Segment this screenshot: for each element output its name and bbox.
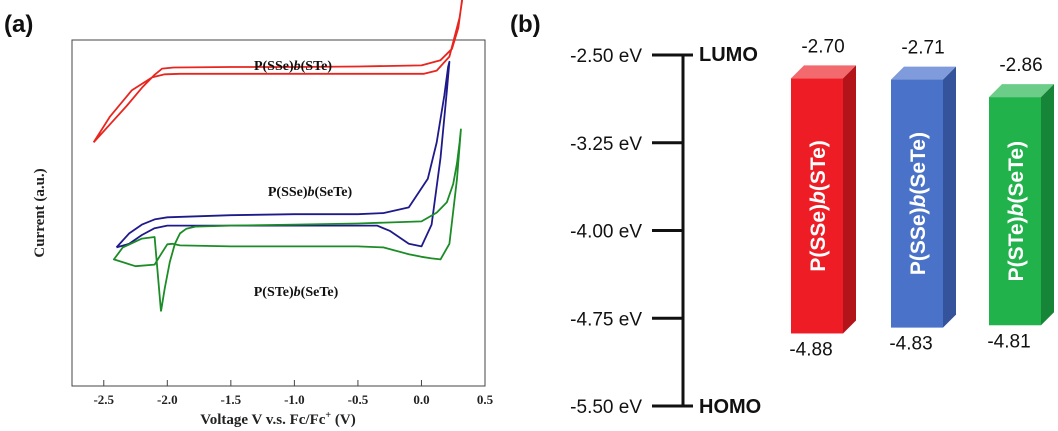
energy-bar-name: P(STe)b(SeTe) — [1005, 141, 1028, 281]
homo-value: -4.81 — [987, 331, 1030, 352]
energy-bar: P(STe)b(SeTe) -2.86 -4.81 — [987, 55, 1054, 352]
cv-curve — [115, 60, 451, 249]
energy-bar-top — [891, 66, 956, 80]
cv-plot-frame — [71, 39, 486, 387]
cv-series-label: P(STe)b(SeTe) — [254, 285, 339, 300]
energy-bar-side — [843, 65, 856, 334]
lumo-value: -2.86 — [999, 55, 1042, 76]
energy-tick-label: -4.00 eV — [570, 222, 642, 243]
energy-bar-front — [989, 97, 1041, 326]
energy-bar-name: P(SSe)b(STe) — [807, 140, 830, 271]
cv-curve — [113, 128, 462, 312]
energy-axis: -2.50 eV -3.25 eV -4.00 eV -4.75 eV -5.50 eV — [570, 46, 693, 418]
cv-y-axis-title: Current (a.u.) — [32, 168, 48, 257]
cv-x-axis-title: Voltage V v.s. Fc/Fc+ (V) — [200, 410, 355, 428]
cv-x-axis-title-unit: (V) — [331, 412, 356, 428]
energy-bar-top — [791, 65, 856, 79]
energy-bar: P(SSe)b(SeTe) -2.71 -4.83 — [889, 38, 956, 355]
homo-label: HOMO — [699, 396, 761, 418]
homo-value: -4.83 — [889, 334, 932, 355]
energy-tick-label: -5.50 eV — [570, 397, 642, 418]
cv-x-axis-title-sup: + — [325, 410, 331, 421]
energy-bars: P(SSe)b(STe) -2.70 -4.88 P(SSe)b(SeTe) -2.71… — [789, 36, 1054, 360]
lumo-label: LUMO — [699, 44, 758, 66]
cv-plot: -2.5 -2.0 -1.5 -1.0 -0.5 0.0 0.5 P(SSe)b(STe)P… — [71, 0, 494, 407]
cv-x-tick-label: -1.5 — [221, 392, 242, 407]
energy-bar-front — [791, 78, 843, 334]
energy-tick-label: -3.25 eV — [570, 134, 642, 155]
cv-x-tick-label: -1.0 — [284, 392, 305, 407]
cv-x-tick-label: 0.5 — [477, 392, 494, 407]
panel-b-letter: (b) — [510, 11, 541, 38]
homo-value: -4.88 — [789, 339, 832, 360]
energy-bar-side — [1041, 84, 1054, 326]
cv-series-label: P(SSe)b(STe) — [254, 59, 332, 74]
energy-bar-name: P(SSe)b(SeTe) — [907, 132, 930, 275]
cv-x-tick-label: -2.5 — [93, 392, 114, 407]
lumo-value: -2.71 — [901, 38, 944, 59]
cv-x-tick-label: -0.5 — [348, 392, 369, 407]
energy-bar: P(SSe)b(STe) -2.70 -4.88 — [789, 36, 856, 360]
cv-curves — [92, 0, 464, 312]
cv-x-tick-label: 0.0 — [413, 392, 429, 407]
cv-series-label: P(SSe)b(SeTe) — [268, 185, 353, 200]
energy-tick-label: -4.75 eV — [570, 309, 642, 330]
panel-a-letter: (a) — [4, 11, 33, 38]
cv-curve — [92, 0, 464, 144]
energy-tick-label: -2.50 eV — [570, 46, 642, 67]
cv-x-tick-label: -2.0 — [157, 392, 178, 407]
cv-x-axis-title-main: Voltage V v.s. Fc/Fc — [200, 412, 325, 428]
cv-labels: P(SSe)b(STe) P(SSe)b(SeTe) P(STe)b(SeTe) — [254, 59, 353, 300]
lumo-value: -2.70 — [801, 36, 844, 57]
cv-ticks: -2.5 -2.0 -1.5 -1.0 -0.5 0.0 0.5 — [93, 380, 494, 407]
energy-bar-front — [891, 79, 943, 328]
energy-bar-side — [943, 66, 956, 328]
energy-bar-top — [989, 84, 1054, 98]
